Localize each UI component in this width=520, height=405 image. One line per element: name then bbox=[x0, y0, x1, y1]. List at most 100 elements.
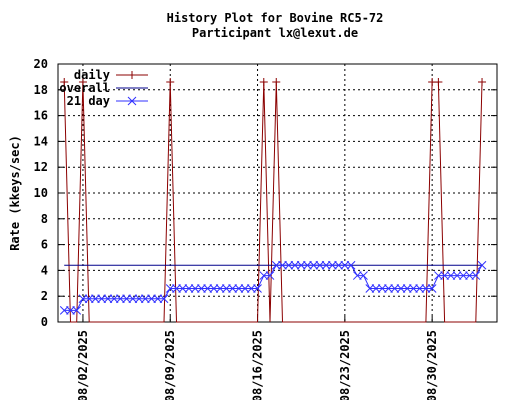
day21-point bbox=[477, 260, 487, 270]
day21-point bbox=[352, 271, 362, 280]
day21-point bbox=[309, 260, 319, 270]
y-tick-label: 4 bbox=[41, 263, 48, 277]
y-tick-label: 2 bbox=[41, 289, 48, 303]
day21-point bbox=[321, 260, 331, 270]
day21-point bbox=[240, 284, 250, 293]
day21-point bbox=[409, 284, 418, 293]
series-layer bbox=[59, 78, 487, 323]
day21-point bbox=[228, 284, 237, 293]
day21-point bbox=[377, 284, 387, 293]
day21-point bbox=[334, 260, 343, 270]
day21-point bbox=[66, 306, 75, 315]
day21-point bbox=[246, 284, 256, 293]
day21-point bbox=[440, 271, 449, 280]
x-tick-label: 08/16/2025 bbox=[251, 330, 265, 400]
chart-subtitle: Participant lx@lexut.de bbox=[192, 26, 358, 40]
daily-line bbox=[63, 81, 483, 323]
day21-point bbox=[190, 284, 200, 293]
x-tick-label: 08/23/2025 bbox=[338, 330, 352, 400]
day21-point bbox=[203, 284, 213, 293]
day21-point bbox=[178, 284, 188, 293]
day21-point bbox=[72, 306, 82, 315]
day21-line bbox=[64, 264, 483, 311]
day21-point bbox=[328, 260, 337, 270]
day21-point bbox=[402, 284, 412, 293]
day21-point bbox=[253, 284, 262, 293]
day21-point bbox=[147, 294, 156, 304]
day21-point bbox=[116, 294, 125, 304]
daily-point bbox=[272, 78, 281, 87]
y-tick-label: 8 bbox=[41, 212, 48, 226]
day21-point bbox=[284, 260, 294, 270]
day21-point bbox=[452, 271, 462, 280]
day21-point bbox=[259, 271, 269, 280]
day21-point bbox=[346, 260, 356, 270]
day21-point bbox=[427, 284, 437, 293]
day21-point bbox=[59, 306, 69, 315]
day21-point bbox=[215, 284, 225, 293]
day21-point bbox=[415, 284, 425, 293]
day21-point bbox=[371, 284, 381, 293]
x-tick-label: 08/02/2025 bbox=[76, 330, 90, 400]
y-tick-label: 14 bbox=[34, 134, 48, 148]
day21-point bbox=[197, 284, 206, 293]
day21-point bbox=[340, 260, 350, 270]
legend-label: daily bbox=[74, 68, 110, 82]
grid-layer bbox=[58, 64, 497, 322]
day21-point bbox=[365, 284, 375, 293]
axis-layer: 0 2 4 6 8 10 12 14 16 18 20 08/02/2025 08/09/2025 08/… bbox=[34, 57, 498, 402]
day21-point bbox=[359, 271, 368, 280]
day21-point bbox=[271, 260, 281, 270]
day21-point bbox=[84, 294, 94, 304]
day21-point bbox=[134, 294, 144, 304]
day21-point bbox=[471, 271, 481, 280]
legend-label: 21 day bbox=[67, 94, 110, 108]
day21-point bbox=[128, 294, 138, 304]
daily-point bbox=[478, 78, 487, 87]
daily-point bbox=[166, 78, 175, 87]
daily-point bbox=[434, 78, 443, 87]
day21-point bbox=[265, 271, 275, 280]
day21-point bbox=[446, 271, 456, 280]
plot-border bbox=[57, 63, 498, 323]
day21-point bbox=[384, 284, 393, 293]
day21-point bbox=[127, 96, 137, 106]
day21-point bbox=[165, 284, 175, 293]
day21-point bbox=[97, 294, 107, 304]
y-tick-label: 20 bbox=[34, 57, 48, 71]
day21-point bbox=[421, 284, 431, 293]
day21-point bbox=[222, 284, 231, 293]
day21-point bbox=[303, 260, 312, 270]
day21-point bbox=[91, 294, 100, 304]
y-tick-label: 6 bbox=[41, 238, 48, 252]
day21-point bbox=[172, 284, 181, 293]
y-tick-label: 18 bbox=[34, 83, 48, 97]
day21-point bbox=[390, 284, 400, 293]
day21-point bbox=[78, 294, 88, 304]
day21-point bbox=[465, 271, 474, 280]
y-axis-title: Rate (kkeys/sec) bbox=[8, 135, 22, 251]
daily-point bbox=[259, 78, 268, 87]
day21-point bbox=[315, 260, 325, 270]
daily-point bbox=[128, 71, 136, 79]
chart-title: History Plot for Bovine RC5-72 bbox=[167, 11, 384, 25]
day21-point bbox=[184, 284, 194, 293]
y-tick-label: 0 bbox=[41, 315, 48, 329]
x-tick-label: 08/30/2025 bbox=[425, 330, 439, 400]
day21-point bbox=[140, 294, 150, 304]
day21-point bbox=[153, 294, 163, 304]
day21-point bbox=[458, 271, 468, 280]
y-tick-label: 12 bbox=[34, 160, 48, 174]
day21-point bbox=[434, 271, 443, 280]
day21-point bbox=[209, 284, 219, 293]
day21-point bbox=[103, 294, 113, 304]
x-tick-label: 08/09/2025 bbox=[163, 330, 177, 400]
day21-point bbox=[290, 260, 300, 270]
day21-point bbox=[122, 294, 131, 304]
legend-label: overall bbox=[59, 81, 110, 95]
day21-point bbox=[234, 284, 244, 293]
y-tick-label: 10 bbox=[34, 186, 48, 200]
